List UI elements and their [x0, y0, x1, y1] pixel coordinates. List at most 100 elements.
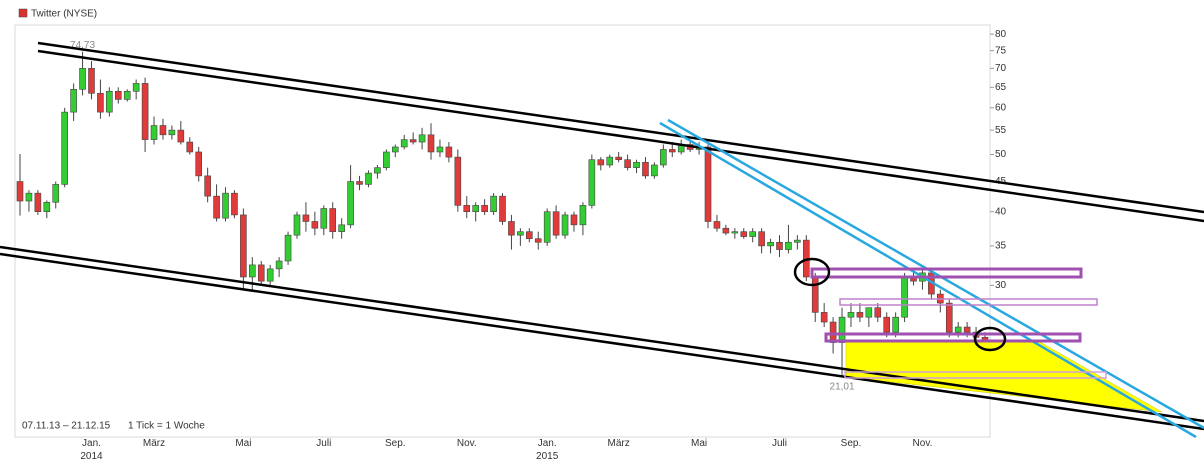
candle-body: [409, 139, 417, 143]
x-tick-label: Nov.: [457, 438, 477, 449]
candle-body: [668, 149, 676, 153]
chart-title: Twitter (NYSE): [31, 9, 97, 20]
candle-body: [132, 83, 140, 92]
candle-body: [472, 205, 479, 212]
highlight-circle: [793, 257, 831, 287]
candle-body: [213, 195, 220, 219]
x-tick-label: Mai: [235, 438, 251, 449]
candle-body: [338, 224, 345, 232]
candle-body: [150, 125, 158, 140]
candle-body: [481, 205, 488, 212]
candle-body: [874, 307, 882, 318]
candle-body: [767, 241, 774, 247]
candle-body: [159, 125, 167, 136]
candle-body: [311, 221, 319, 229]
candle-body: [624, 159, 631, 168]
candle-body: [427, 134, 435, 153]
candle-body: [499, 195, 506, 222]
candle-body: [222, 192, 229, 219]
zone-rect: [810, 267, 1083, 279]
candle-body: [61, 111, 68, 185]
candle-body: [615, 156, 622, 161]
candle-body: [70, 88, 77, 113]
candle-body: [391, 146, 399, 153]
candle-body: [293, 214, 301, 236]
x-tick-label: Jan. 2015: [536, 438, 559, 460]
trend-line: [37, 49, 1204, 223]
candle-body: [901, 276, 908, 318]
candle-body: [97, 92, 104, 113]
candle-body: [34, 192, 42, 212]
candle-body: [383, 151, 390, 168]
x-tick-label: Nov.: [913, 438, 933, 449]
candle-body: [168, 129, 176, 136]
candle-body: [642, 162, 649, 177]
candle-body: [722, 227, 730, 234]
candle-body: [838, 316, 846, 343]
y-tick-label: 30: [995, 280, 1007, 291]
y-tick-label: 35: [995, 241, 1007, 252]
candle-body: [177, 129, 185, 143]
candle-body: [945, 302, 953, 333]
candle-body: [543, 211, 551, 243]
legend-swatch: [18, 8, 28, 18]
candle-body: [713, 221, 721, 229]
candle-body: [517, 231, 524, 236]
x-tick-label: März: [608, 438, 630, 449]
candle-body: [400, 139, 408, 148]
annotation: 21,01: [830, 381, 855, 392]
candle-body: [588, 159, 596, 206]
candle-body: [445, 146, 453, 158]
zone-rect: [824, 332, 1082, 343]
candle-body: [865, 307, 873, 318]
candle-body: [249, 264, 256, 278]
candle-body: [758, 231, 765, 247]
candle-body: [740, 231, 748, 237]
candle-body: [266, 268, 274, 282]
tick-note: 1 Tick = 1 Woche: [128, 421, 205, 432]
x-tick-label: Sep.: [385, 438, 406, 449]
candle-body: [963, 326, 971, 333]
candle-body: [526, 231, 533, 239]
trend-line: [0, 245, 1204, 423]
candle-body: [43, 201, 51, 212]
candle-body: [25, 192, 33, 202]
candle-body: [436, 146, 444, 153]
candle-body: [776, 241, 783, 250]
candle-body: [365, 172, 372, 185]
x-tick-label: Jan. 2014: [80, 438, 103, 460]
candle-body: [302, 214, 310, 222]
candle-body: [79, 68, 86, 90]
plot-frame: [14, 24, 991, 438]
candle-body: [811, 276, 819, 313]
candle-body: [883, 316, 891, 333]
candle-body: [829, 321, 837, 343]
candle-body: [106, 90, 113, 113]
trend-line: [0, 252, 1204, 431]
candle-body: [329, 208, 337, 232]
candle-body: [347, 181, 354, 226]
candle-body: [731, 231, 739, 234]
candle-body: [508, 221, 515, 236]
candle-body: [552, 211, 560, 236]
candle-body: [794, 239, 801, 243]
candle-body: [284, 234, 292, 262]
annotation: 74.73: [70, 40, 95, 51]
candle-body: [704, 146, 712, 222]
y-tick-label: 75: [995, 45, 1007, 56]
x-tick-label: März: [143, 438, 165, 449]
candle-body: [651, 164, 658, 177]
candle-body: [892, 316, 899, 333]
candle-body: [847, 312, 855, 318]
candle-body: [231, 192, 238, 216]
candle-body: [570, 214, 578, 226]
candle-body: [463, 205, 471, 212]
y-tick-label: 70: [995, 63, 1007, 74]
candles: [16, 51, 989, 377]
candle-body: [856, 312, 864, 318]
x-tick-label: Juli: [316, 438, 331, 449]
candle-body: [88, 68, 95, 94]
y-tick-label: 60: [995, 102, 1007, 113]
period-label: 07.11.13 – 21.12.15: [22, 421, 111, 432]
zone-rect: [844, 371, 1107, 379]
